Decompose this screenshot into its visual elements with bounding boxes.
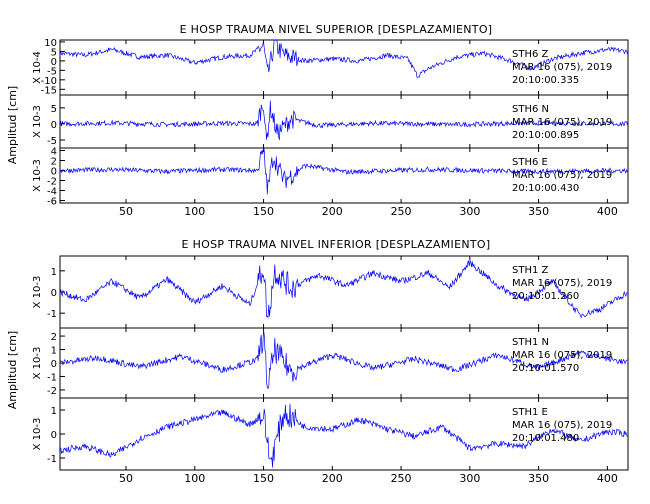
x-tick-label: 50 bbox=[119, 205, 133, 218]
station-channel: STH1 E bbox=[512, 407, 548, 418]
scale-label: X 10-3 bbox=[32, 347, 43, 380]
station-channel: STH6 Z bbox=[512, 49, 549, 60]
y-tick-label: 1 bbox=[51, 346, 57, 357]
y-tick-label: -5 bbox=[47, 66, 57, 77]
y-tick-label: -15 bbox=[41, 85, 57, 96]
x-tick-label: 150 bbox=[253, 205, 274, 218]
station-channel: STH6 E bbox=[512, 157, 548, 168]
y-tick-label: -1 bbox=[47, 309, 57, 320]
y-axis-label: Amplitud [cm] bbox=[6, 86, 19, 164]
y-tick-label: -6 bbox=[47, 197, 57, 208]
x-tick-label: 50 bbox=[119, 472, 133, 485]
y-tick-label: -1 bbox=[47, 372, 57, 383]
trace-line bbox=[59, 146, 628, 195]
y-tick-label: 5 bbox=[51, 104, 57, 115]
station-date: MAR 16 (075), 2019 bbox=[512, 278, 612, 289]
station-channel: STH1 N bbox=[512, 337, 549, 348]
station-time: 20:10:01.570 bbox=[512, 363, 579, 374]
y-tick-label: -2 bbox=[47, 386, 57, 397]
x-tick-label: 200 bbox=[322, 205, 343, 218]
station-date: MAR 16 (075), 2019 bbox=[512, 350, 612, 361]
x-tick-label: 400 bbox=[597, 205, 618, 218]
y-tick-label: -10 bbox=[41, 76, 57, 87]
chart-title: E HOSP TRAUMA NIVEL SUPERIOR [DESPLAZAMI… bbox=[180, 23, 493, 36]
station-time: 20:10:00.895 bbox=[512, 130, 579, 141]
x-tick-label: 300 bbox=[459, 472, 480, 485]
y-tick-label: 0 bbox=[51, 288, 57, 299]
x-tick-label: 200 bbox=[322, 472, 343, 485]
scale-label: X 10-3 bbox=[32, 159, 43, 192]
station-date: MAR 16 (075), 2019 bbox=[512, 420, 612, 431]
scale-label: X 10-4 bbox=[32, 51, 43, 84]
x-tick-label: 300 bbox=[459, 205, 480, 218]
panel-frame bbox=[59, 147, 629, 204]
x-tick-label: 250 bbox=[391, 205, 412, 218]
y-axis-label: Amplitud [cm] bbox=[6, 331, 19, 409]
y-tick-label: 0 bbox=[51, 430, 57, 441]
y-tick-label: 2 bbox=[51, 157, 57, 168]
y-tick-label: 0 bbox=[51, 120, 57, 131]
y-tick-label: 0 bbox=[51, 359, 57, 370]
x-tick-label: 400 bbox=[597, 472, 618, 485]
y-tick-label: 10 bbox=[44, 38, 57, 49]
x-tick-label: 250 bbox=[391, 472, 412, 485]
y-tick-label: 1 bbox=[51, 406, 57, 417]
y-tick-label: -4 bbox=[47, 187, 57, 198]
x-tick-label: 100 bbox=[184, 205, 205, 218]
y-tick-label: -1 bbox=[47, 454, 57, 465]
station-time: 20:10:00.335 bbox=[512, 75, 579, 86]
station-date: MAR 16 (075), 2019 bbox=[512, 170, 612, 181]
station-channel: STH1 Z bbox=[512, 265, 549, 276]
y-tick-label: 2 bbox=[51, 332, 57, 343]
y-tick-label: -5 bbox=[47, 136, 57, 147]
y-tick-label: -2 bbox=[47, 177, 57, 188]
x-tick-label: 100 bbox=[184, 472, 205, 485]
x-tick-label: 350 bbox=[528, 472, 549, 485]
trace-line bbox=[59, 100, 628, 140]
scale-label: X 10-3 bbox=[32, 105, 43, 138]
x-tick-label: 150 bbox=[253, 472, 274, 485]
station-time: 20:10:00.430 bbox=[512, 183, 579, 194]
station-time: 20:10:01.260 bbox=[512, 291, 579, 302]
x-tick-label: 350 bbox=[528, 205, 549, 218]
scale-label: X 10-3 bbox=[32, 418, 43, 451]
station-date: MAR 16 (075), 2019 bbox=[512, 62, 612, 73]
station-time: 20:10:01.480 bbox=[512, 433, 579, 444]
y-tick-label: 1 bbox=[51, 267, 57, 278]
trace-line bbox=[59, 259, 628, 319]
station-date: MAR 16 (075), 2019 bbox=[512, 117, 612, 128]
station-channel: STH6 N bbox=[512, 104, 549, 115]
scale-label: X 10-3 bbox=[32, 276, 43, 309]
y-tick-label: 0 bbox=[51, 57, 57, 68]
trace-line bbox=[59, 39, 628, 78]
trace-line bbox=[59, 403, 628, 468]
y-tick-label: 4 bbox=[51, 147, 57, 158]
chart-title: E HOSP TRAUMA NIVEL INFERIOR [DESPLAZAMI… bbox=[182, 238, 491, 251]
trace-line bbox=[59, 330, 628, 390]
y-tick-label: 0 bbox=[51, 167, 57, 178]
y-tick-label: 5 bbox=[51, 47, 57, 58]
